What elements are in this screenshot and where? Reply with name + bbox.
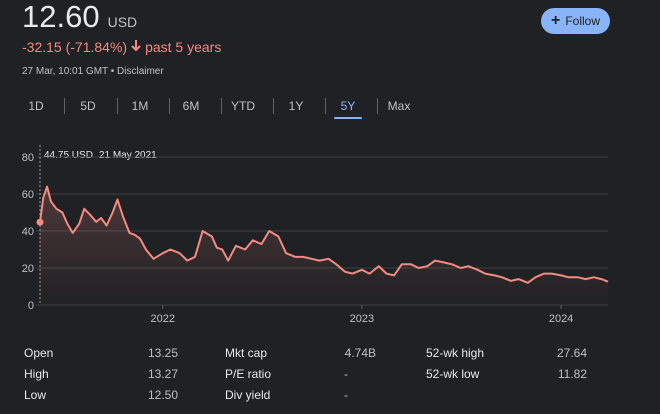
price-header: 12.60 USD	[22, 0, 137, 34]
tab-divider	[273, 98, 274, 114]
arrow-down-icon	[131, 39, 141, 55]
price-line	[39, 185, 609, 284]
tab-5d[interactable]: 5D	[80, 99, 96, 113]
tab-5y[interactable]: 5Y	[334, 96, 362, 119]
tab-divider	[221, 98, 222, 114]
stat-value-52wk-high: 27.64	[556, 346, 587, 360]
stat-label-pe-ratio: P/E ratio	[225, 367, 272, 381]
separator-dot: •	[110, 66, 118, 77]
stat-label-high: High	[24, 367, 49, 381]
tab-6m[interactable]: 6M	[182, 99, 200, 113]
y-tick-label: 0	[28, 300, 34, 312]
current-price: 12.60	[22, 0, 100, 34]
timestamp: 27 Mar, 10:01 GMT	[22, 66, 108, 77]
y-tick-label: 80	[22, 152, 34, 164]
tab-divider	[117, 98, 118, 114]
stat-label-low: Low	[24, 388, 47, 402]
tab-divider	[325, 98, 326, 114]
follow-label: Follow	[565, 14, 601, 28]
x-tick-label: 2023	[350, 313, 374, 325]
change-value: -32.15 (-71.84%)	[22, 39, 128, 55]
disclaimer-link[interactable]: Disclaimer	[117, 66, 164, 77]
y-axis: 0 20 40 60 80	[22, 152, 34, 312]
tab-divider	[64, 98, 65, 114]
y-tick-label: 20	[22, 263, 34, 275]
stat-value-mkt-cap: 4.74B	[344, 346, 376, 360]
x-tick-label: 2022	[151, 313, 175, 325]
price-change: -32.15 (-71.84%) past 5 years	[22, 39, 221, 55]
hover-point	[36, 218, 44, 226]
stat-value-high: 13.27	[147, 367, 178, 381]
tab-ytd[interactable]: YTD	[231, 99, 255, 113]
stat-value-low: 12.50	[147, 388, 178, 402]
tab-divider	[377, 98, 378, 114]
tooltip-value: 44.75 USD	[44, 150, 93, 161]
tab-divider	[169, 98, 170, 114]
stat-value-open: 13.25	[147, 346, 178, 360]
stat-value-pe-ratio: -	[344, 367, 348, 381]
x-tick-label: 2024	[549, 313, 573, 325]
plus-icon: +	[550, 12, 561, 29]
stat-label-52wk-low: 52-wk low	[426, 367, 480, 381]
tab-1d[interactable]: 1D	[28, 99, 44, 113]
tab-max[interactable]: Max	[387, 99, 411, 113]
chart-tooltip: 44.75 USD 21 May 2021	[44, 150, 157, 161]
price-chart[interactable]: 0 20 40 60 80 2022 2023 2024	[0, 140, 660, 340]
x-axis: 2022 2023 2024	[151, 305, 573, 325]
change-period: past 5 years	[145, 39, 222, 55]
stat-value-52wk-low: 11.82	[557, 367, 587, 381]
price-area	[40, 186, 608, 305]
stat-value-div-yield: -	[344, 388, 348, 402]
stat-label-div-yield: Div yield	[225, 388, 271, 402]
y-tick-label: 60	[22, 189, 34, 201]
tooltip-date: 21 May 2021	[98, 150, 157, 161]
stat-label-52wk-high: 52-wk high	[426, 346, 485, 360]
timestamp-row: 27 Mar, 10:01 GMT • Disclaimer	[22, 66, 164, 77]
stat-label-open: Open	[24, 346, 54, 360]
follow-button[interactable]: + Follow	[541, 8, 610, 34]
tab-1m[interactable]: 1M	[131, 99, 149, 113]
tab-1y[interactable]: 1Y	[288, 99, 304, 113]
y-tick-label: 40	[22, 226, 34, 238]
currency-label: USD	[107, 14, 138, 30]
stat-label-mkt-cap: Mkt cap	[225, 346, 268, 360]
